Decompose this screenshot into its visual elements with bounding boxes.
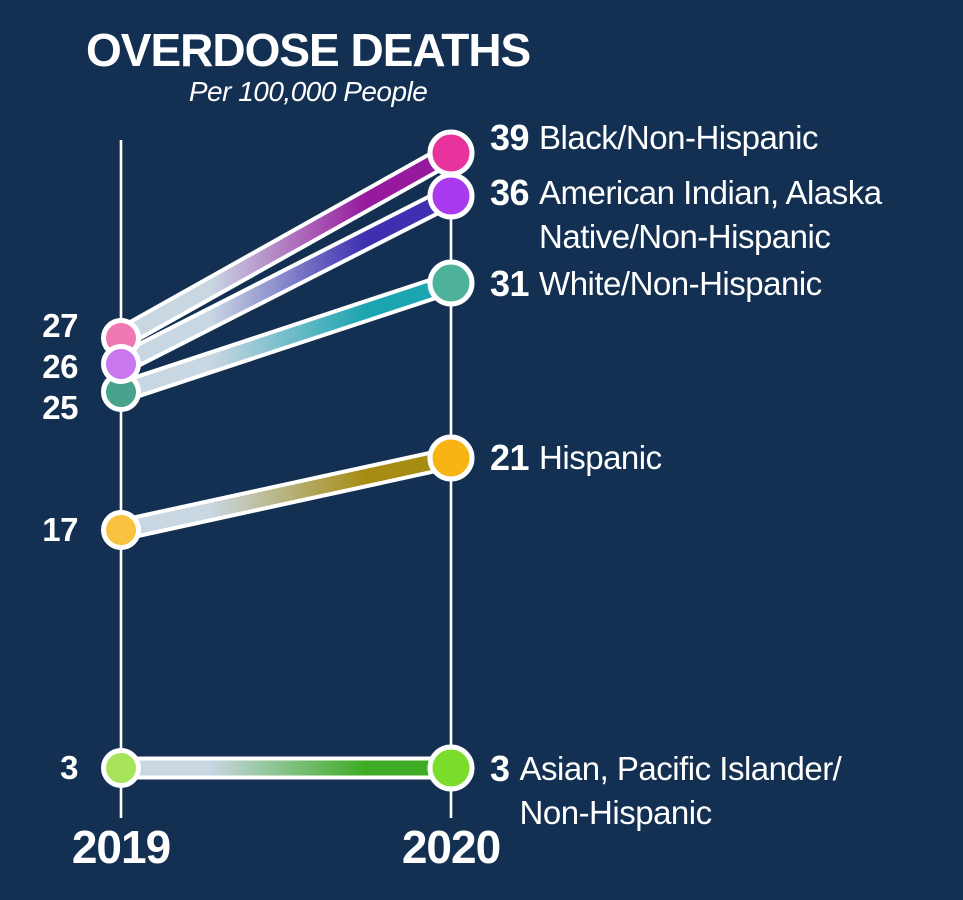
series-label-asian: 3 Asian, Pacific Islander/Non-Hispanic (490, 747, 842, 835)
line-hispanic (119, 450, 453, 538)
series-name-aian: American Indian, Alaska Native/Non-Hispan… (539, 171, 882, 259)
dot-black-2020 (427, 129, 475, 177)
value-2020-black: 39 (490, 117, 530, 158)
dot-white-2020 (427, 259, 475, 307)
line-black (117, 146, 455, 345)
value-2020-white: 31 (490, 263, 530, 304)
chart-subtitle: Per 100,000 People (188, 76, 428, 108)
line-white (118, 275, 454, 400)
dot-asian-2020 (427, 744, 475, 792)
dot-asian-2019 (101, 748, 141, 788)
value-2020-asian: 3 (490, 748, 510, 789)
series-name-line: Hispanic (539, 439, 662, 476)
value-2019-black: 27 (42, 307, 78, 344)
value-2019-white: 25 (42, 389, 78, 426)
series-label-hispanic: 21 Hispanic (490, 436, 662, 480)
series-label-white: 31 White/Non-Hispanic (490, 262, 822, 306)
series-label-aian: 36 American Indian, Alaska Native/Non-Hisp… (490, 171, 882, 259)
dot-hispanic-2020 (427, 434, 475, 482)
series-name-hispanic: Hispanic (539, 436, 662, 480)
value-2020-hispanic: 21 (490, 437, 530, 478)
title-block: OVERDOSE DEATHS Per 100,000 People (86, 24, 531, 108)
value-2019-aian: 26 (42, 348, 78, 385)
series-name-line: White/Non-Hispanic (539, 265, 822, 302)
series-name-line: Native/Non-Hispanic (539, 218, 831, 255)
series-name-asian: Asian, Pacific Islander/Non-Hispanic (520, 747, 842, 835)
axis-label-2020: 2020 (401, 821, 501, 873)
series-name-line: Non-Hispanic (519, 794, 713, 831)
axis-label-2019: 2019 (71, 821, 171, 873)
value-2019-hispanic: 17 (42, 511, 78, 548)
value-2020-aian: 36 (490, 172, 530, 213)
series-name-line: American Indian, Alaska (539, 174, 882, 211)
dot-aian-2020 (427, 172, 475, 220)
series-name-black: Black/Non-Hispanic (539, 116, 818, 160)
dot-hispanic-2019 (101, 510, 141, 550)
series-label-black: 39 Black/Non-Hispanic (490, 116, 818, 160)
dot-aian-2019 (101, 344, 141, 384)
chart-title: OVERDOSE DEATHS (86, 24, 531, 76)
series-name-white: White/Non-Hispanic (539, 262, 822, 306)
series-name-line: Black/Non-Hispanic (539, 119, 818, 156)
value-2019-asian: 3 (60, 749, 78, 786)
series-name-line: Asian, Pacific Islander/ (519, 750, 842, 787)
line-aian (117, 189, 455, 371)
